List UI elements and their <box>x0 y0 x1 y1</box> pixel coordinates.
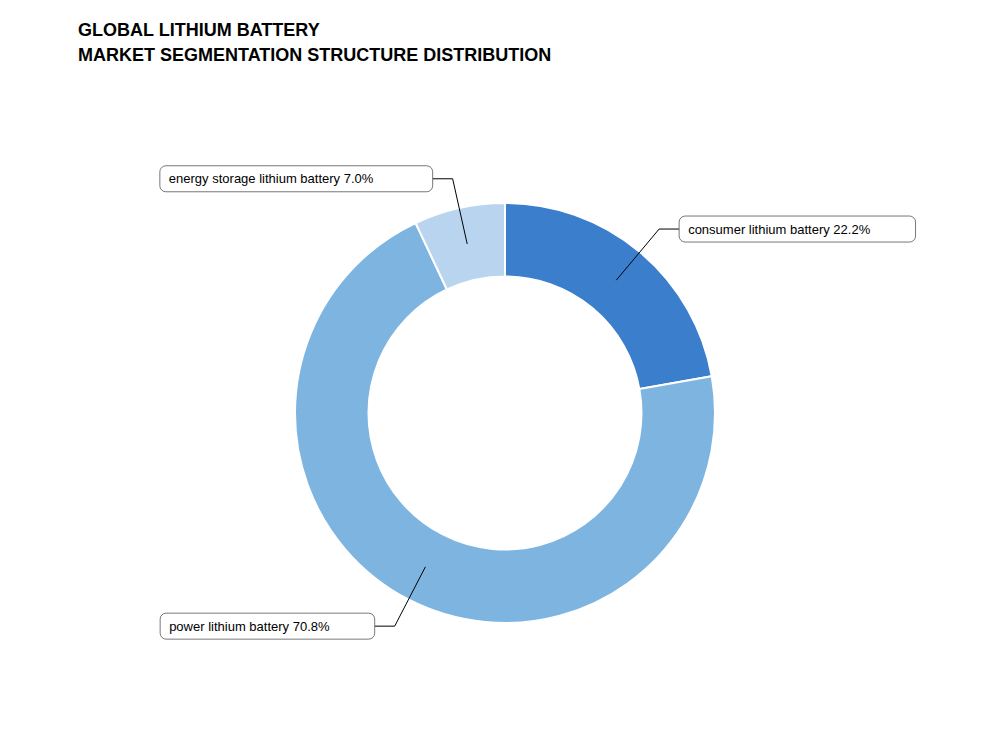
svg-text:consumer lithium battery 22.2%: consumer lithium battery 22.2% <box>688 222 871 237</box>
html-text:GLOBAL LITHIUM BATTERY MARKET: GLOBAL LITHIUM BATTERY MARKET SEGMENTATI… <box>78 20 552 66</box>
svg-text:energy storage lithium battery: energy storage lithium battery 7.0% <box>169 171 374 186</box>
svg-text:power lithium battery 70.8%: power lithium battery 70.8% <box>169 619 330 634</box>
